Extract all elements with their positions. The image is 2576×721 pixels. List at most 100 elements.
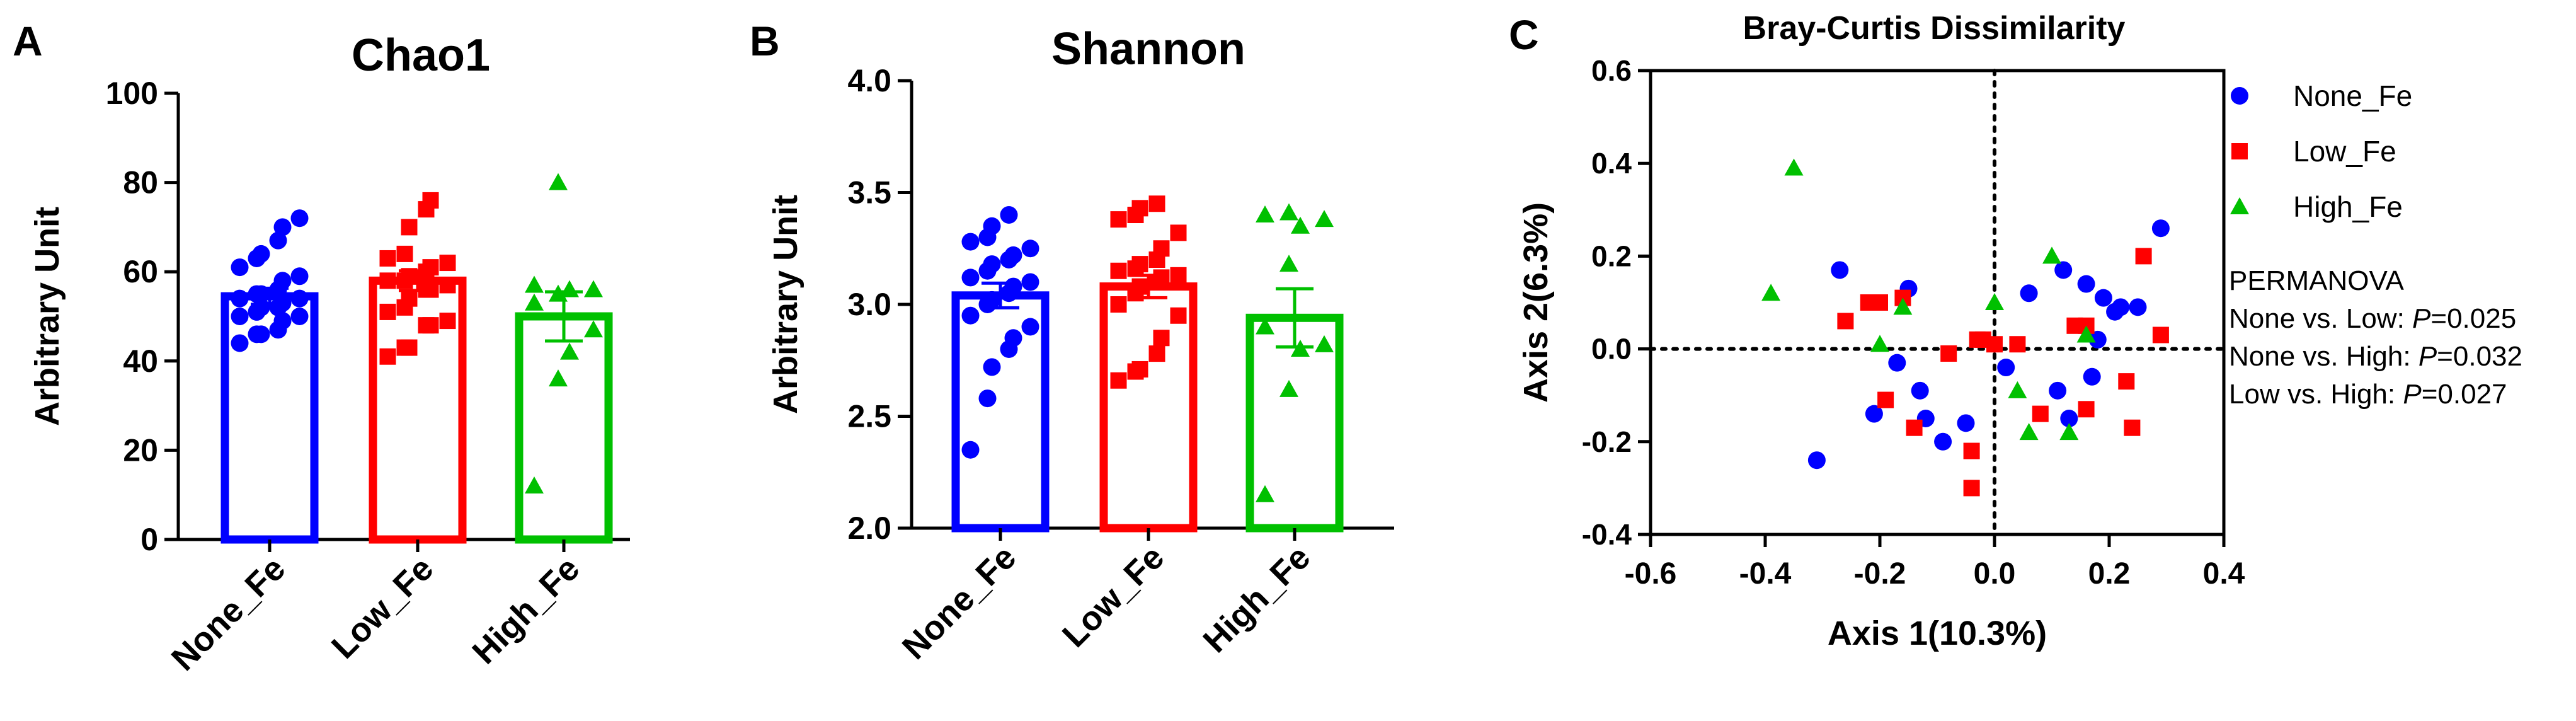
p-value: =0.027 — [2422, 379, 2507, 410]
stats-label: None vs. High: — [2229, 341, 2419, 372]
data-point — [252, 245, 270, 263]
data-point-none-fe — [2088, 330, 2107, 349]
data-point — [983, 255, 1001, 274]
data-point-high-fe — [1761, 284, 1781, 301]
data-point — [290, 308, 309, 325]
data-point-high-fe — [1985, 293, 2004, 310]
y-tick-label: 40 — [123, 343, 158, 379]
data-point — [961, 306, 980, 325]
data-point-low-fe — [2032, 405, 2049, 422]
data-point — [1256, 485, 1274, 502]
data-point — [1004, 329, 1022, 347]
data-point-none-fe — [2094, 289, 2112, 307]
data-point — [252, 298, 270, 316]
data-point — [273, 272, 292, 290]
data-point — [1021, 318, 1039, 336]
legend-marker-high-fe — [2230, 197, 2249, 214]
data-point-low-fe — [1837, 313, 1854, 330]
data-point-none-fe — [2129, 298, 2147, 316]
data-point — [439, 255, 456, 272]
data-point — [422, 192, 439, 209]
data-point — [549, 369, 568, 387]
data-point-low-fe — [1963, 442, 1980, 459]
x-tick-label: Low_Fe — [1055, 538, 1172, 655]
y-tick-label: 0.2 — [1591, 239, 1632, 272]
legend: None_Fe Low_Fe High_Fe — [2230, 79, 2412, 223]
data-point — [1110, 372, 1127, 389]
x-tick-label: 0.2 — [2088, 557, 2131, 591]
data-point — [584, 320, 603, 338]
data-point — [1000, 206, 1018, 224]
data-point — [1021, 273, 1039, 291]
data-point — [1279, 203, 1298, 221]
legend-label: Low_Fe — [2293, 135, 2396, 168]
data-point-high-fe — [2019, 423, 2039, 441]
data-point — [961, 268, 980, 287]
data-point — [983, 358, 1001, 376]
data-point — [231, 258, 249, 277]
data-point-low-fe — [1906, 419, 1923, 436]
data-point — [290, 289, 309, 308]
panel-label-b: B — [750, 18, 780, 64]
data-point — [290, 267, 309, 286]
data-point — [379, 272, 396, 289]
data-point-none-fe — [2054, 261, 2073, 279]
data-point-high-fe — [1870, 335, 1889, 352]
data-point — [1148, 195, 1165, 212]
y-tick-label: 100 — [106, 76, 158, 111]
y-tick-label: 0.6 — [1591, 54, 1632, 87]
data-point — [401, 339, 418, 356]
data-point — [1110, 211, 1127, 228]
bar-high-fe — [515, 312, 613, 544]
data-point — [1256, 317, 1274, 335]
x-axis-label: Axis 1(10.3%) — [1828, 614, 2047, 652]
y-tick-label: 0 — [140, 522, 158, 557]
p-symbol: P — [2403, 379, 2422, 410]
y-tick-label: 2.5 — [847, 399, 891, 434]
data-point-none-fe — [1911, 381, 1929, 400]
data-point — [252, 285, 270, 303]
p-value: =0.032 — [2437, 341, 2522, 372]
data-point — [1153, 269, 1170, 286]
data-point — [1004, 277, 1022, 296]
y-tick-label: 0.0 — [1591, 333, 1632, 366]
data-point-low-fe — [2078, 401, 2095, 418]
data-point-none-fe — [1831, 261, 1849, 279]
data-point — [1315, 335, 1334, 352]
data-point — [560, 280, 579, 297]
data-point-high-fe — [2008, 381, 2027, 398]
data-point — [525, 476, 544, 494]
data-point — [1170, 224, 1187, 241]
data-point — [1110, 296, 1127, 313]
x-tick-label: 0.4 — [2203, 557, 2245, 591]
y-tick-label: 3.5 — [847, 175, 891, 211]
data-point — [1291, 216, 1310, 234]
y-tick-label: 0.4 — [1591, 147, 1632, 180]
data-point-none-fe — [2151, 219, 2170, 238]
data-point-none-fe — [2020, 284, 2038, 303]
y-axis-label: Arbitrary Unit — [28, 207, 66, 426]
data-point — [1131, 278, 1148, 295]
x-tick-label: Low_Fe — [324, 550, 441, 666]
data-point-none-fe — [1997, 359, 2015, 377]
data-point-none-fe — [1865, 405, 1883, 423]
y-tick-label: 80 — [123, 165, 158, 200]
data-point-none-fe — [2060, 410, 2078, 427]
scatter-chart-bray-curtis: Bray-Curtis Dissimilarity -0.6 -0.4 -0.2 0.0… — [1517, 10, 2245, 652]
data-point — [549, 284, 568, 302]
data-point — [560, 342, 579, 360]
x-tick-label: High_Fe — [465, 550, 587, 671]
data-point-none-fe — [1934, 432, 1952, 451]
data-point — [1131, 200, 1148, 217]
data-point — [961, 233, 980, 251]
data-point-none-fe — [2077, 275, 2095, 293]
chart-title: Chao1 — [352, 30, 490, 81]
data-point-low-fe — [2135, 248, 2152, 265]
x-tick-label: High_Fe — [1196, 538, 1317, 660]
bar-chart-shannon: Shannon Arbitrary Unit 2.0 2.5 3.0 3.5 4.0 None… — [767, 24, 1394, 667]
data-point — [273, 218, 292, 236]
data-point — [1021, 239, 1039, 258]
data-point-none-fe — [2083, 367, 2101, 386]
